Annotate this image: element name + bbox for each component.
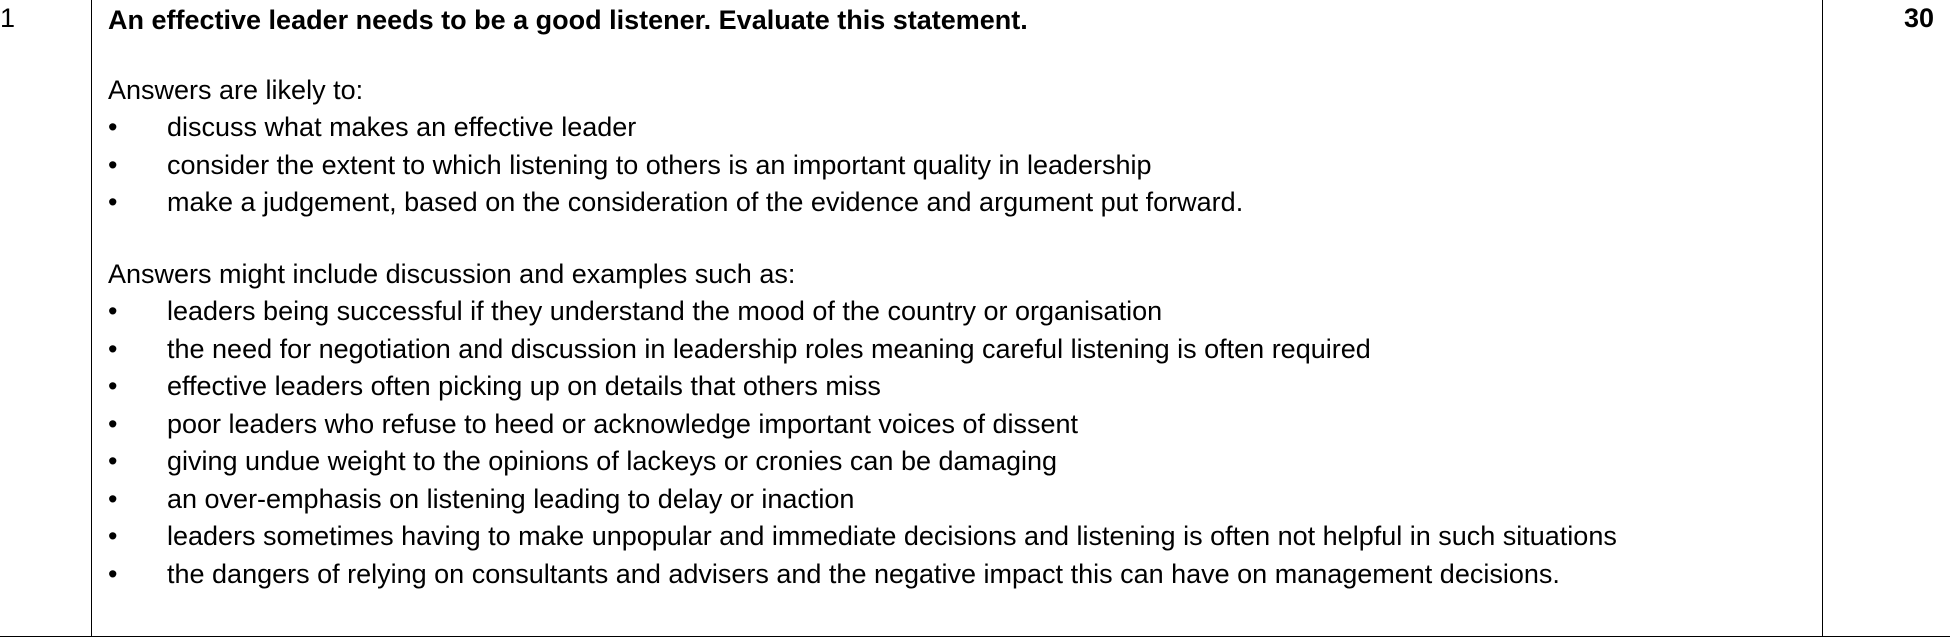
bullet-icon: • <box>108 149 118 180</box>
bullet-icon: • <box>108 483 118 514</box>
column-divider-right <box>1822 0 1823 637</box>
column-divider-left <box>91 0 92 637</box>
list-item: • giving undue weight to the opinions of … <box>108 443 1808 481</box>
bullet-icon: • <box>108 187 118 217</box>
list-item-text: effective leaders often picking up on de… <box>167 371 881 401</box>
list-item-text: leaders sometimes having to make unpopul… <box>167 521 1617 551</box>
list-item: • make a judgement, based on the consider… <box>108 184 1808 222</box>
row-bottom-border <box>0 636 1950 637</box>
list-item-text: an over-emphasis on listening leading to… <box>167 483 855 514</box>
marks-value: 30 <box>1903 3 1934 33</box>
bullet-icon: • <box>108 333 118 364</box>
section-spacer <box>108 222 1808 256</box>
list-item: • poor leaders who refuse to heed or ackn… <box>108 406 1808 444</box>
list-item: • discuss what makes an effective leader <box>108 109 1808 147</box>
list-item-text: discuss what makes an effective leader <box>167 112 637 142</box>
list-item: • an over-emphasis on listening leading t… <box>108 481 1808 519</box>
bullet-icon: • <box>108 558 118 589</box>
list-item-text: make a judgement, based on the considera… <box>167 187 1244 217</box>
question-prompt: An effective leader needs to be a good l… <box>108 5 1028 35</box>
list-item-text: poor leaders who refuse to heed or ackno… <box>167 408 1079 439</box>
bullet-icon: • <box>108 371 118 401</box>
question-number: 1 <box>0 3 16 33</box>
likely-list: • discuss what makes an effective leader … <box>108 109 1808 222</box>
likely-intro: Answers are likely to: <box>108 74 364 105</box>
examples-list: • leaders being successful if they unders… <box>108 293 1808 593</box>
list-item: • leaders sometimes having to make unpopu… <box>108 518 1808 556</box>
bullet-icon: • <box>108 521 118 551</box>
list-item-text: leaders being successful if they underst… <box>167 296 1163 326</box>
list-item-text: giving undue weight to the opinions of l… <box>167 446 1058 476</box>
list-item: • the need for negotiation and discussion… <box>108 331 1808 369</box>
list-item: • the dangers of relying on consultants a… <box>108 556 1808 594</box>
bullet-icon: • <box>108 408 118 439</box>
list-item: • leaders being successful if they unders… <box>108 293 1808 331</box>
bullet-icon: • <box>108 446 118 476</box>
list-item: • consider the extent to which listening … <box>108 147 1808 185</box>
list-item-text: consider the extent to which listening t… <box>167 149 1152 180</box>
bullet-icon: • <box>108 112 118 142</box>
answer-guidance: An effective leader needs to be a good l… <box>108 2 1808 593</box>
list-item-text: the need for negotiation and discussion … <box>167 333 1371 364</box>
list-item-text: the dangers of relying on consultants an… <box>167 558 1560 589</box>
examples-intro: Answers might include discussion and exa… <box>108 258 796 289</box>
list-item: • effective leaders often picking up on d… <box>108 368 1808 406</box>
bullet-icon: • <box>108 296 118 326</box>
